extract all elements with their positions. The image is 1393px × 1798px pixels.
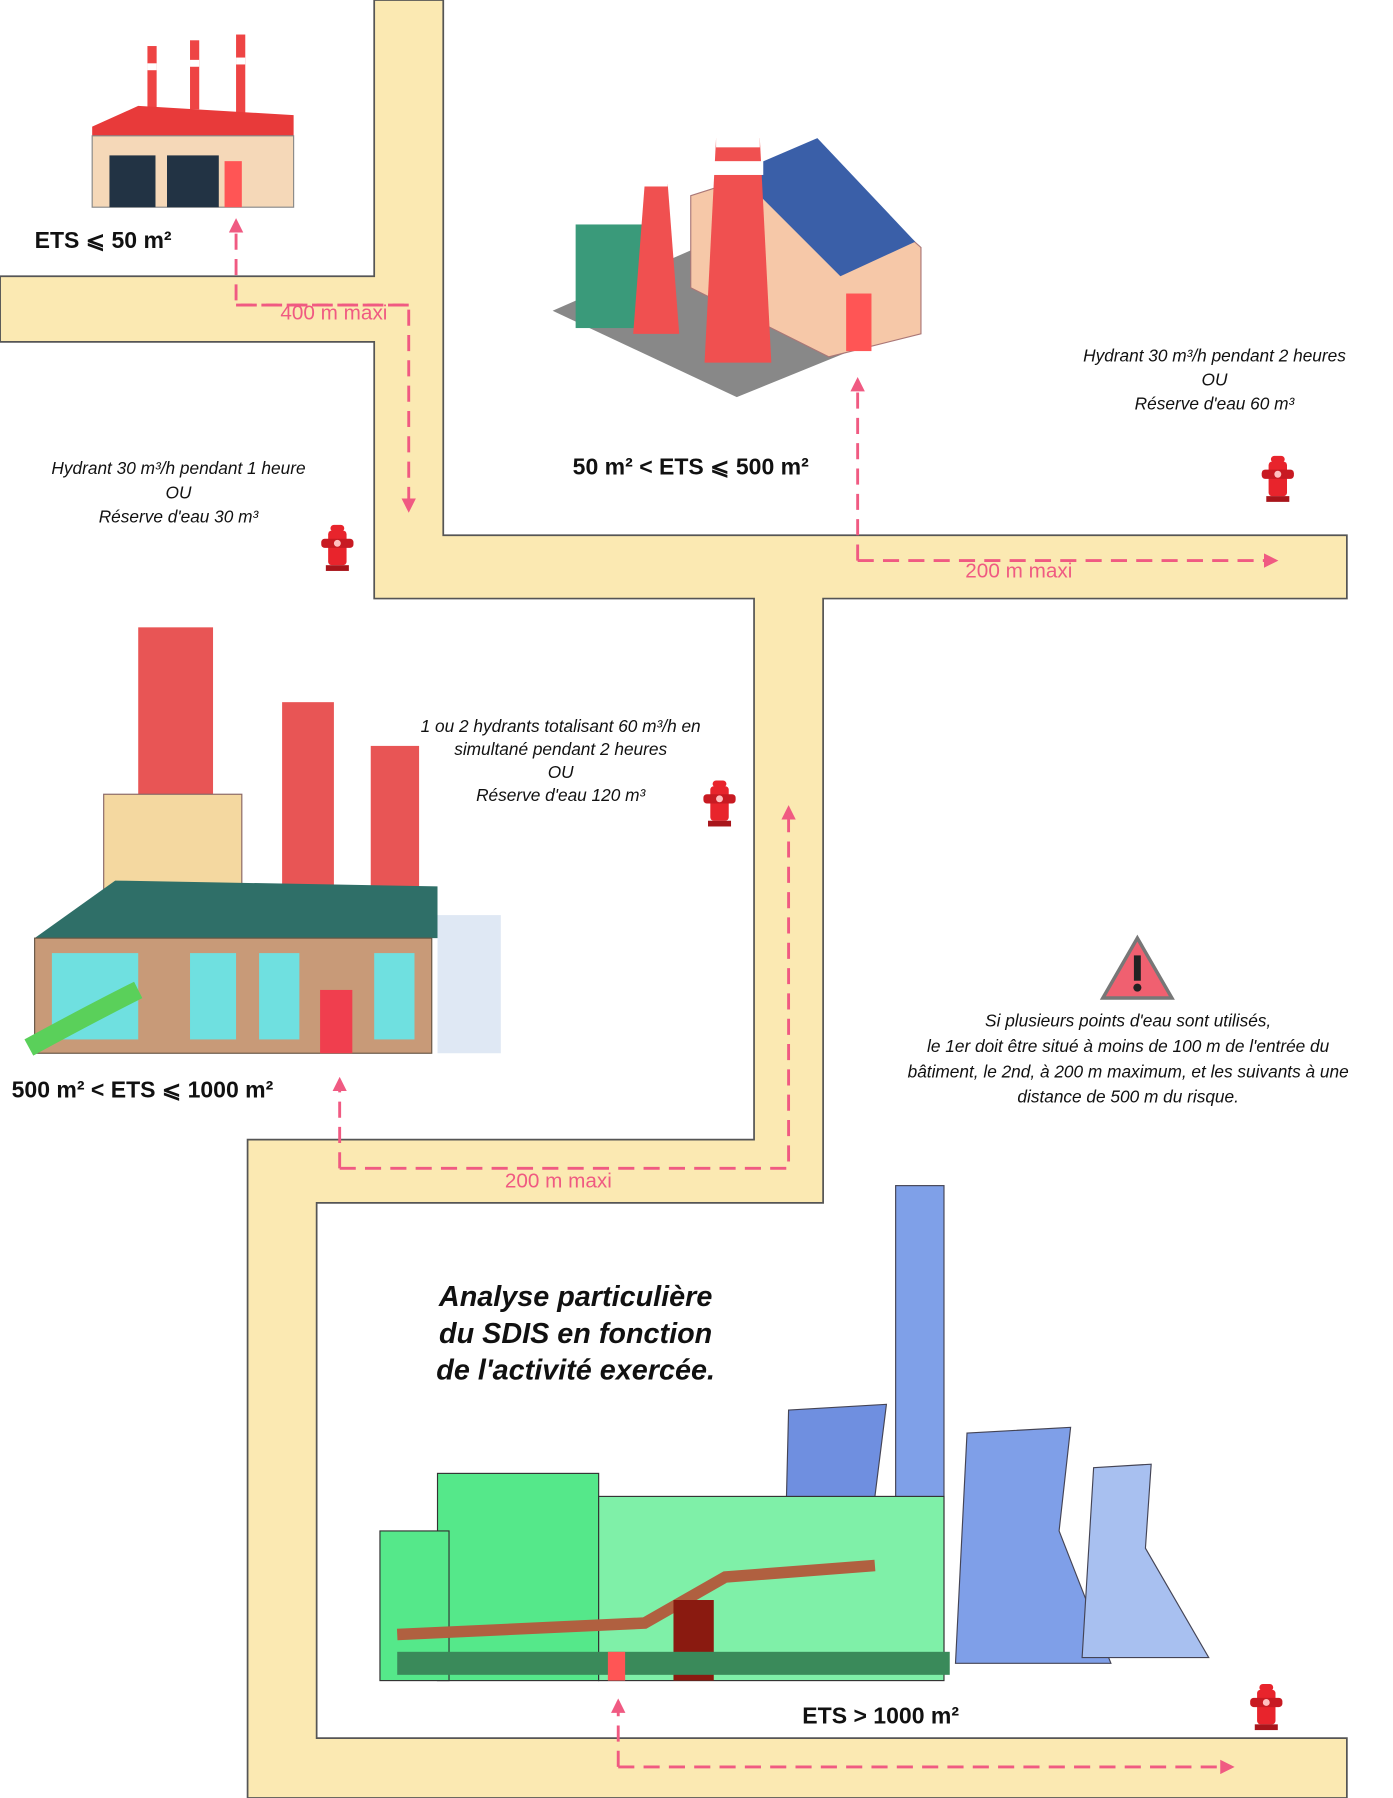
hydrant — [321, 524, 354, 571]
warning-text: bâtiment, le 2nd, à 200 m maximum, et le… — [908, 1061, 1349, 1081]
factory-large — [24, 627, 501, 1056]
requirement: 1 ou 2 hydrants totalisant 60 m³/h en — [421, 716, 701, 736]
factory-medium — [552, 126, 922, 398]
requirement: OU — [1202, 370, 1228, 390]
requirement: Réserve d'eau 30 m³ — [99, 507, 260, 527]
warning-text: le 1er doit être situé à moins de 100 m … — [927, 1036, 1330, 1056]
power-plant — [379, 1185, 1210, 1682]
analysis: du SDIS en fonction — [439, 1318, 712, 1350]
hydrant — [1261, 455, 1294, 502]
requirement: Hydrant 30 m³/h pendant 1 heure — [51, 458, 305, 478]
analysis: de l'activité exercée. — [436, 1355, 715, 1387]
distance-label: 200 m maxi — [965, 560, 1072, 583]
warning-text: distance de 500 m du risque. — [1017, 1087, 1239, 1107]
level-label: 50 m² < ETS ⩽ 500 m² — [573, 454, 809, 480]
distance-arrows — [228, 218, 1279, 1775]
requirement: Hydrant 30 m³/h pendant 2 heures — [1083, 345, 1346, 365]
requirement: Réserve d'eau 120 m³ — [476, 785, 646, 805]
warning-icon — [1099, 934, 1175, 1000]
analysis: Analyse particulière — [438, 1281, 712, 1313]
hydrant — [1250, 1684, 1283, 1731]
level-label: ETS ⩽ 50 m² — [35, 227, 172, 253]
factory-small — [91, 34, 295, 208]
road — [0, 0, 1348, 1798]
distance-label: 200 m maxi — [505, 1170, 612, 1193]
requirement: Réserve d'eau 60 m³ — [1135, 394, 1296, 414]
hydrant — [703, 780, 736, 827]
warning-text: Si plusieurs points d'eau sont utilisés, — [985, 1011, 1271, 1031]
level-label: 500 m² < ETS ⩽ 1000 m² — [12, 1076, 274, 1102]
requirement: OU — [166, 482, 192, 502]
level-label: ETS > 1000 m² — [802, 1703, 959, 1729]
requirement: simultané pendant 2 heures — [454, 739, 667, 759]
distance-label: 400 m maxi — [280, 302, 387, 325]
requirement: OU — [548, 762, 574, 782]
